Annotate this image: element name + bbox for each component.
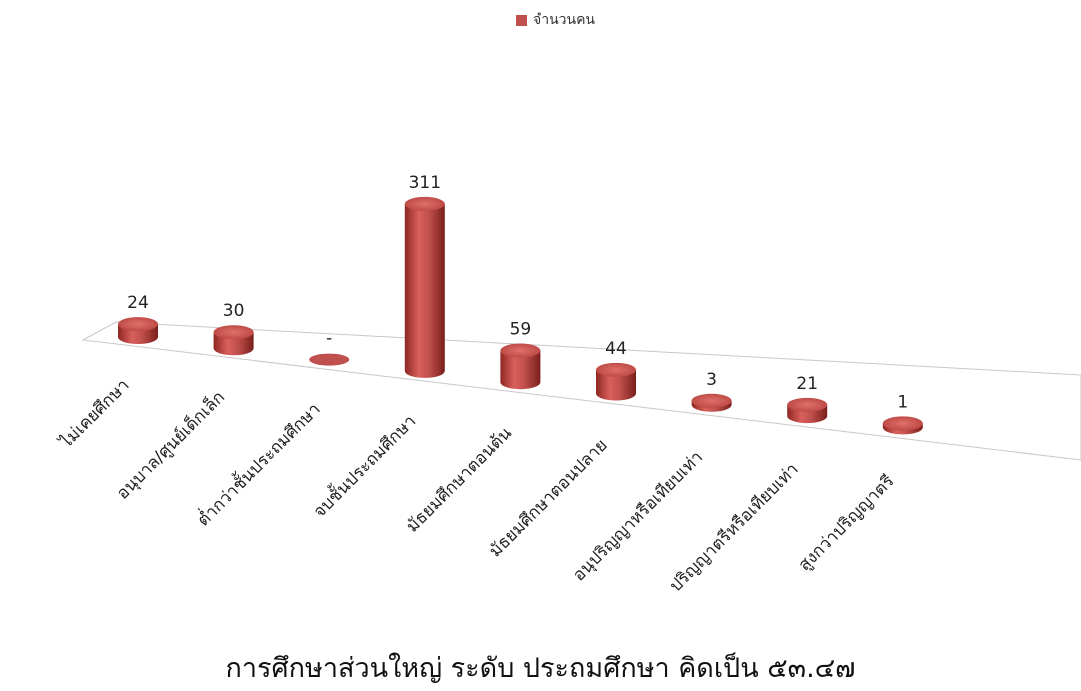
data-label: 24: [127, 293, 149, 313]
category-label: มัธยมศึกษาตอนปลาย: [486, 435, 612, 561]
data-label: 44: [605, 339, 627, 359]
bar-top: [882, 416, 923, 431]
category-label: จบชั้นประถมศึกษา: [308, 409, 421, 522]
bar-top: [691, 393, 732, 408]
data-label: 3: [706, 370, 717, 390]
bar-body: [596, 369, 636, 401]
bar-base: [309, 353, 350, 366]
category-label: มัธยมศึกษาตอนต้น: [403, 423, 516, 536]
bar: [500, 343, 541, 390]
bar-top: [500, 343, 541, 358]
legend-swatch: [516, 14, 527, 26]
data-label: 30: [223, 301, 245, 321]
chart-caption: การศึกษาส่วนใหญ่ ระดับ ประถมศึกษา คิดเป็…: [225, 653, 856, 684]
category-label: สูงกว่าปริญญาตรี: [795, 471, 899, 575]
data-label: -: [326, 329, 332, 349]
bar: [404, 196, 445, 378]
data-label: 59: [510, 320, 532, 340]
legend: จำนวนคน: [516, 9, 595, 31]
category-label: อนุบาล/ศูนย์เด็กเล็ก: [112, 386, 230, 504]
bar: [213, 325, 254, 356]
data-label: 311: [409, 173, 441, 193]
bar-top: [213, 325, 254, 340]
data-label: 1: [897, 392, 908, 412]
bar-body: [500, 350, 541, 390]
bar: [882, 416, 923, 435]
bar-top: [118, 317, 158, 332]
bar: [787, 397, 828, 424]
data-label: 21: [796, 374, 818, 394]
bar: [118, 317, 158, 344]
bar: [691, 393, 732, 412]
bar-top: [404, 196, 445, 211]
category-label: ไม่เคยศึกษา: [55, 375, 134, 454]
bar: [596, 362, 636, 401]
bar-top: [787, 397, 828, 412]
bar: [309, 353, 350, 366]
legend-label: จำนวนคน: [533, 12, 596, 28]
bar-body: [404, 203, 445, 378]
bar-top: [596, 362, 636, 377]
